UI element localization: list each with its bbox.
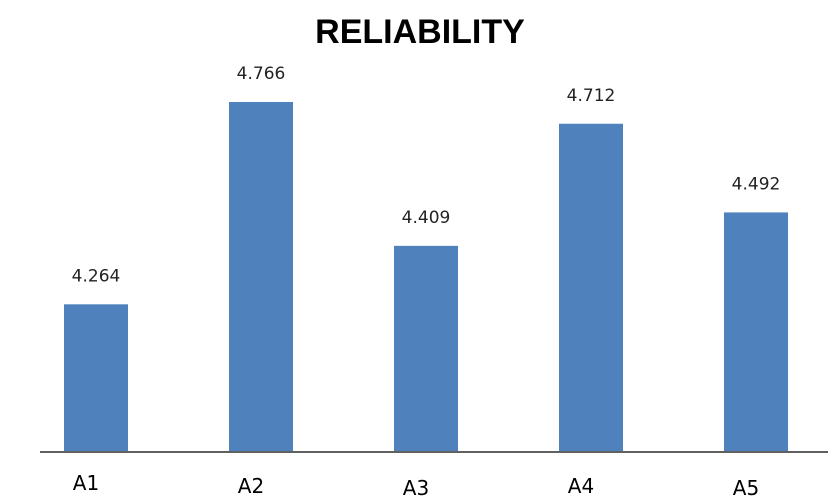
x-tick-label-a2: A2 [238, 474, 264, 498]
data-labels-group: 4.264 4.766 4.409 4.712 4.492 [72, 64, 781, 286]
data-label-a4: 4.712 [567, 86, 616, 106]
bar-a3 [394, 245, 458, 451]
bars-group [64, 102, 788, 452]
bar-a4 [559, 123, 623, 452]
chart-title: RELIABILITY [315, 13, 525, 51]
x-tick-label-a5: A5 [733, 476, 759, 499]
data-label-a3: 4.409 [402, 208, 451, 228]
x-tick-label-a1: A1 [73, 471, 99, 495]
data-label-a2: 4.766 [237, 64, 286, 84]
x-tick-label-a3: A3 [403, 476, 429, 499]
data-label-a5: 4.492 [732, 174, 781, 194]
bar-a2 [229, 102, 293, 451]
x-tick-label-a4: A4 [568, 474, 594, 498]
data-label-a1: 4.264 [72, 266, 121, 286]
bar-a1 [64, 304, 128, 451]
bar-a5 [724, 212, 788, 451]
x-axis-tick-labels: A1 A2 A3 A4 A5 [73, 471, 759, 500]
